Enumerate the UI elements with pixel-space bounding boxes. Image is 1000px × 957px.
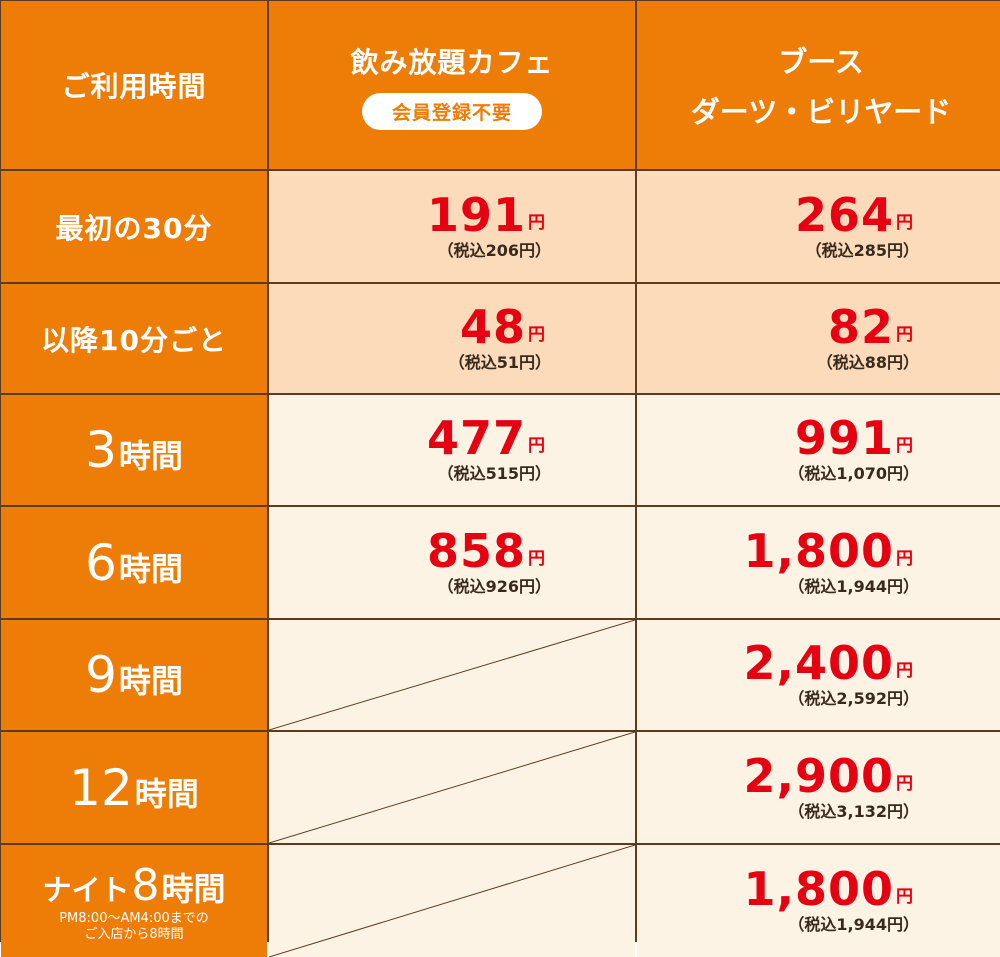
not-available-cell bbox=[269, 732, 635, 843]
price-block: 858 円 （税込926円） bbox=[426, 523, 551, 597]
row-label-6-hours: 6 時間 bbox=[1, 507, 267, 618]
price-block: 264 円 （税込285円） bbox=[794, 187, 919, 261]
hours-unit: 時間 bbox=[118, 549, 183, 588]
row-label-night-8-hours: ナイト 8 時間 PM8:00～AM4:00までの ご入店から8時間 bbox=[1, 845, 267, 957]
price-value: 2,900 bbox=[743, 748, 894, 803]
header-booth-line2: ダーツ・ビリヤード bbox=[690, 95, 952, 129]
booth-price-cell: 991 円 （税込1,070円） bbox=[637, 395, 1000, 505]
hours-number: 3 bbox=[85, 421, 117, 479]
price-value: 1,800 bbox=[743, 523, 894, 578]
tax-included-price: （税込1,944円） bbox=[788, 576, 919, 596]
night-note-line1: PM8:00～AM4:00までの bbox=[59, 910, 209, 926]
yen-unit: 円 bbox=[528, 324, 545, 345]
price-block: 1,800 円 （税込1,944円） bbox=[743, 862, 919, 935]
price-block: 48 円 （税込51円） bbox=[449, 299, 551, 373]
tax-included-price: （税込285円） bbox=[805, 240, 919, 260]
price-block: 2,900 円 （税込3,132円） bbox=[743, 748, 919, 822]
booth-price-cell: 1,800 円 （税込1,944円） bbox=[637, 845, 1000, 957]
cafe-price-cell: 48 円 （税込51円） bbox=[269, 284, 635, 393]
header-booth: ブース ダーツ・ビリヤード bbox=[637, 1, 1000, 169]
cafe-price-cell: 477 円 （税込515円） bbox=[269, 395, 635, 505]
yen-unit: 円 bbox=[528, 212, 545, 233]
price-value: 82 bbox=[827, 299, 894, 354]
row-label-3-hours: 3 時間 bbox=[1, 395, 267, 505]
row-label-text: 最初の30分 bbox=[55, 211, 213, 245]
yen-unit: 円 bbox=[528, 436, 545, 456]
yen-unit: 円 bbox=[896, 212, 913, 233]
price-value: 991 bbox=[794, 411, 894, 465]
row-label-12-hours: 12 時間 bbox=[1, 732, 267, 843]
row-label-text: 以降10分ごと bbox=[41, 323, 227, 357]
cafe-price-cell: 858 円 （税込926円） bbox=[269, 507, 635, 618]
tax-included-price: （税込51円） bbox=[448, 352, 551, 372]
tax-included-price: （税込2,592円） bbox=[788, 689, 919, 708]
not-available-cell bbox=[269, 620, 635, 730]
price-value: 191 bbox=[426, 187, 526, 242]
diagonal-slash bbox=[269, 620, 635, 730]
yen-unit: 円 bbox=[896, 773, 913, 794]
header-cafe-title: 飲み放題カフェ bbox=[350, 45, 554, 79]
night-note-line2: ご入店から8時間 bbox=[84, 926, 184, 942]
price-block: 991 円 （税込1,070円） bbox=[788, 411, 919, 484]
tax-included-price: （税込515円） bbox=[437, 464, 551, 483]
price-block: 1,800 円 （税込1,944円） bbox=[743, 523, 919, 597]
yen-unit: 円 bbox=[896, 324, 913, 345]
yen-unit: 円 bbox=[528, 548, 545, 569]
row-label-9-hours: 9 時間 bbox=[1, 620, 267, 730]
hours-number: 6 bbox=[85, 533, 117, 592]
header-cafe: 飲み放題カフェ 会員登録不要 bbox=[269, 1, 635, 169]
hours-unit: 時間 bbox=[161, 869, 226, 908]
cafe-price-cell: 191 円 （税込206円） bbox=[269, 171, 635, 282]
price-value: 264 bbox=[794, 187, 894, 242]
tax-included-price: （税込1,070円） bbox=[788, 464, 919, 483]
hours-number: 12 bbox=[69, 758, 133, 817]
header-usage-time-label: ご利用時間 bbox=[61, 70, 207, 103]
yen-unit: 円 bbox=[896, 661, 913, 681]
booth-price-cell: 2,400 円 （税込2,592円） bbox=[637, 620, 1000, 730]
yen-unit: 円 bbox=[896, 436, 913, 456]
tax-included-price: （税込926円） bbox=[437, 576, 551, 596]
price-block: 477 円 （税込515円） bbox=[426, 411, 551, 484]
yen-unit: 円 bbox=[896, 887, 913, 907]
diagonal-slash bbox=[269, 845, 635, 957]
price-block: 191 円 （税込206円） bbox=[426, 187, 551, 261]
no-registration-badge: 会員登録不要 bbox=[361, 92, 542, 130]
price-value: 48 bbox=[459, 299, 526, 354]
row-label-first-30min: 最初の30分 bbox=[1, 171, 267, 282]
tax-included-price: （税込88円） bbox=[816, 352, 919, 372]
tax-included-price: （税込206円） bbox=[437, 240, 551, 260]
price-value: 858 bbox=[426, 523, 526, 578]
header-usage-time: ご利用時間 bbox=[1, 1, 267, 169]
booth-price-cell: 82 円 （税込88円） bbox=[637, 284, 1000, 393]
not-available-cell bbox=[269, 845, 635, 957]
booth-price-cell: 264 円 （税込285円） bbox=[637, 171, 1000, 282]
price-value: 1,800 bbox=[743, 862, 894, 916]
price-value: 477 bbox=[426, 411, 526, 465]
tax-included-price: （税込1,944円） bbox=[788, 915, 919, 934]
tax-included-price: （税込3,132円） bbox=[788, 801, 919, 821]
row-label-per-10min: 以降10分ごと bbox=[1, 284, 267, 393]
diagonal-slash bbox=[269, 732, 635, 843]
hours-unit: 時間 bbox=[134, 774, 199, 813]
yen-unit: 円 bbox=[896, 548, 913, 569]
hours-unit: 時間 bbox=[118, 662, 183, 700]
booth-price-cell: 2,900 円 （税込3,132円） bbox=[637, 732, 1000, 843]
header-booth-line1: ブース bbox=[778, 45, 864, 79]
hours-unit: 時間 bbox=[118, 437, 183, 475]
night-label: ナイト bbox=[42, 872, 130, 907]
hours-number: 8 bbox=[131, 859, 160, 911]
booth-price-cell: 1,800 円 （税込1,944円） bbox=[637, 507, 1000, 618]
hours-number: 9 bbox=[85, 646, 117, 704]
price-block: 82 円 （税込88円） bbox=[817, 299, 919, 373]
price-value: 2,400 bbox=[743, 636, 894, 690]
price-block: 2,400 円 （税込2,592円） bbox=[743, 636, 919, 709]
